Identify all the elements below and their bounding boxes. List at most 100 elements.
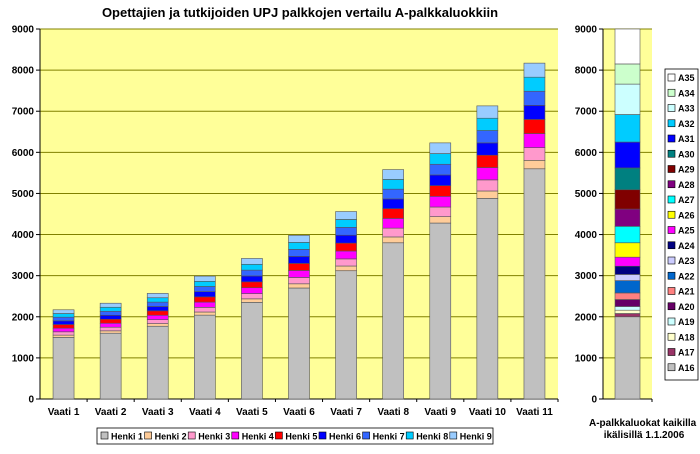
bar-segment-a26 [614,242,641,258]
bar-segment-henki-3 [429,206,452,217]
bar-segment-henki-5 [99,318,122,324]
x-tick-label: Vaati 8 [377,407,409,418]
bar-segment-a30 [614,167,641,191]
legend-label: A25 [678,226,695,236]
bar-segment-henki-9 [476,105,499,119]
bar-segment-henki-7 [476,130,499,144]
bar-segment-henki-7 [194,286,216,292]
bar-segment-henki-2 [382,236,404,244]
bar-segment-a19 [614,306,641,311]
legend-label: A17 [678,348,695,358]
bar-segment-henki-4 [382,218,404,229]
y-tick-label: 7000 [12,107,35,118]
bar-segment-henki-3 [194,307,216,313]
chart-title: Opettajien ja tutkijoiden UPJ palkkojen … [102,5,498,20]
legend-label: A16 [678,363,695,373]
bar-segment-henki-6 [476,142,499,156]
legend-label: Henki 6 [329,432,361,442]
bar-segment-a21 [614,292,641,300]
y-tick-label: 5000 [575,189,598,200]
legend-label: Henki 9 [460,432,492,442]
bar-segment-henki-8 [429,153,452,165]
y-tick-label: 1000 [12,353,35,364]
bar-segment-henki-1 [429,222,452,400]
bar-segment-henki-8 [194,280,216,287]
bar-segment-henki-2 [429,216,452,224]
bar-segment-henki-9 [523,62,546,78]
bar-segment-henki-4 [288,270,310,278]
y-tick-label: 9000 [575,25,598,36]
bar-segment-a24 [614,265,641,275]
legend-label: Henki 3 [198,432,230,442]
bar-segment-henki-7 [99,310,122,316]
legend-swatch [144,431,152,440]
legend-swatch [667,180,676,189]
legend-swatch [667,210,676,219]
x-tick-label: Vaati 4 [189,407,221,418]
bar-segment-henki-2 [146,323,169,327]
legend-swatch [667,332,676,341]
y-tick-label: 5000 [12,189,35,200]
bar-segment-henki-6 [382,198,404,209]
x-tick-label: Vaati 5 [236,407,268,418]
x-tick-label: Vaati 1 [48,407,80,418]
x-tick-label: Vaati 3 [142,407,174,418]
bar-segment-henki-1 [146,325,169,400]
bar-segment-henki-3 [288,277,310,285]
bar-segment-henki-6 [335,234,357,244]
bar-segment-henki-6 [288,256,310,264]
bar-segment-henki-4 [241,287,263,294]
bar-segment-henki-2 [288,283,310,289]
bar-segment-a27 [614,226,641,244]
y-tick-label: 8000 [12,66,35,77]
bar-segment-henki-5 [382,208,404,219]
legend-swatch [667,226,676,234]
bar-segment-henki-2 [52,334,75,338]
legend-label: Henki 1 [111,432,143,442]
bar-segment-henki-1 [382,242,404,400]
legend-swatch [667,104,676,112]
bar-segment-henki-8 [146,297,169,303]
bar-segment-henki-4 [99,322,122,328]
y-tick-label: 4000 [12,230,35,241]
x-tick-label: Vaati 9 [424,407,456,418]
main-chart: 0 1000 2000 3000 4000 5000 6000 7000 8000 9000 Vaa… [12,25,559,445]
bar-segment-henki-4 [194,301,216,308]
bar-segment-henki-6 [523,105,546,120]
y-tick-label: 9000 [12,25,35,36]
legend-label: A23 [678,256,695,266]
legend-swatch [667,287,676,295]
bar-segment-henki-5 [146,310,169,316]
legend-label: A30 [678,149,695,159]
legend-label: A27 [678,195,695,205]
bar-segment-henki-1 [476,198,499,400]
bar-segment-henki-7 [241,269,263,277]
legend-swatch [231,431,240,440]
bar-segment-henki-5 [52,324,75,329]
legend-label: A34 [678,88,695,98]
bar-segment-henki-2 [99,330,122,334]
y-tick-label: 2000 [12,312,35,323]
bar-segment-henki-9 [146,293,169,299]
legend-label: A22 [678,271,695,281]
y-tick-label: 0 [591,395,597,406]
side-chart: 0 1000 2000 3000 4000 5000 6000 7000 8000 9000 A35… [575,25,699,406]
bar-segment-henki-4 [335,250,357,260]
bar-segment-henki-4 [429,196,452,208]
legend-label: Henki 7 [373,432,405,442]
legend-label: Henki 5 [285,432,317,442]
bar-segment-henki-8 [523,76,546,92]
bar-segment-henki-3 [382,227,404,238]
bar-segment-henki-6 [52,320,75,325]
legend-swatch [275,431,283,440]
x-tick-label: Vaati 7 [330,407,362,418]
bar-segment-henki-1 [288,287,310,400]
bar-segment-a23 [614,274,641,281]
bar-segment-henki-3 [241,293,263,300]
bar-segment-henki-5 [476,154,499,168]
bar-segment-henki-1 [335,270,357,400]
legend-swatch [667,256,676,265]
bar-segment-henki-3 [99,326,122,332]
legend-swatch [405,431,414,440]
